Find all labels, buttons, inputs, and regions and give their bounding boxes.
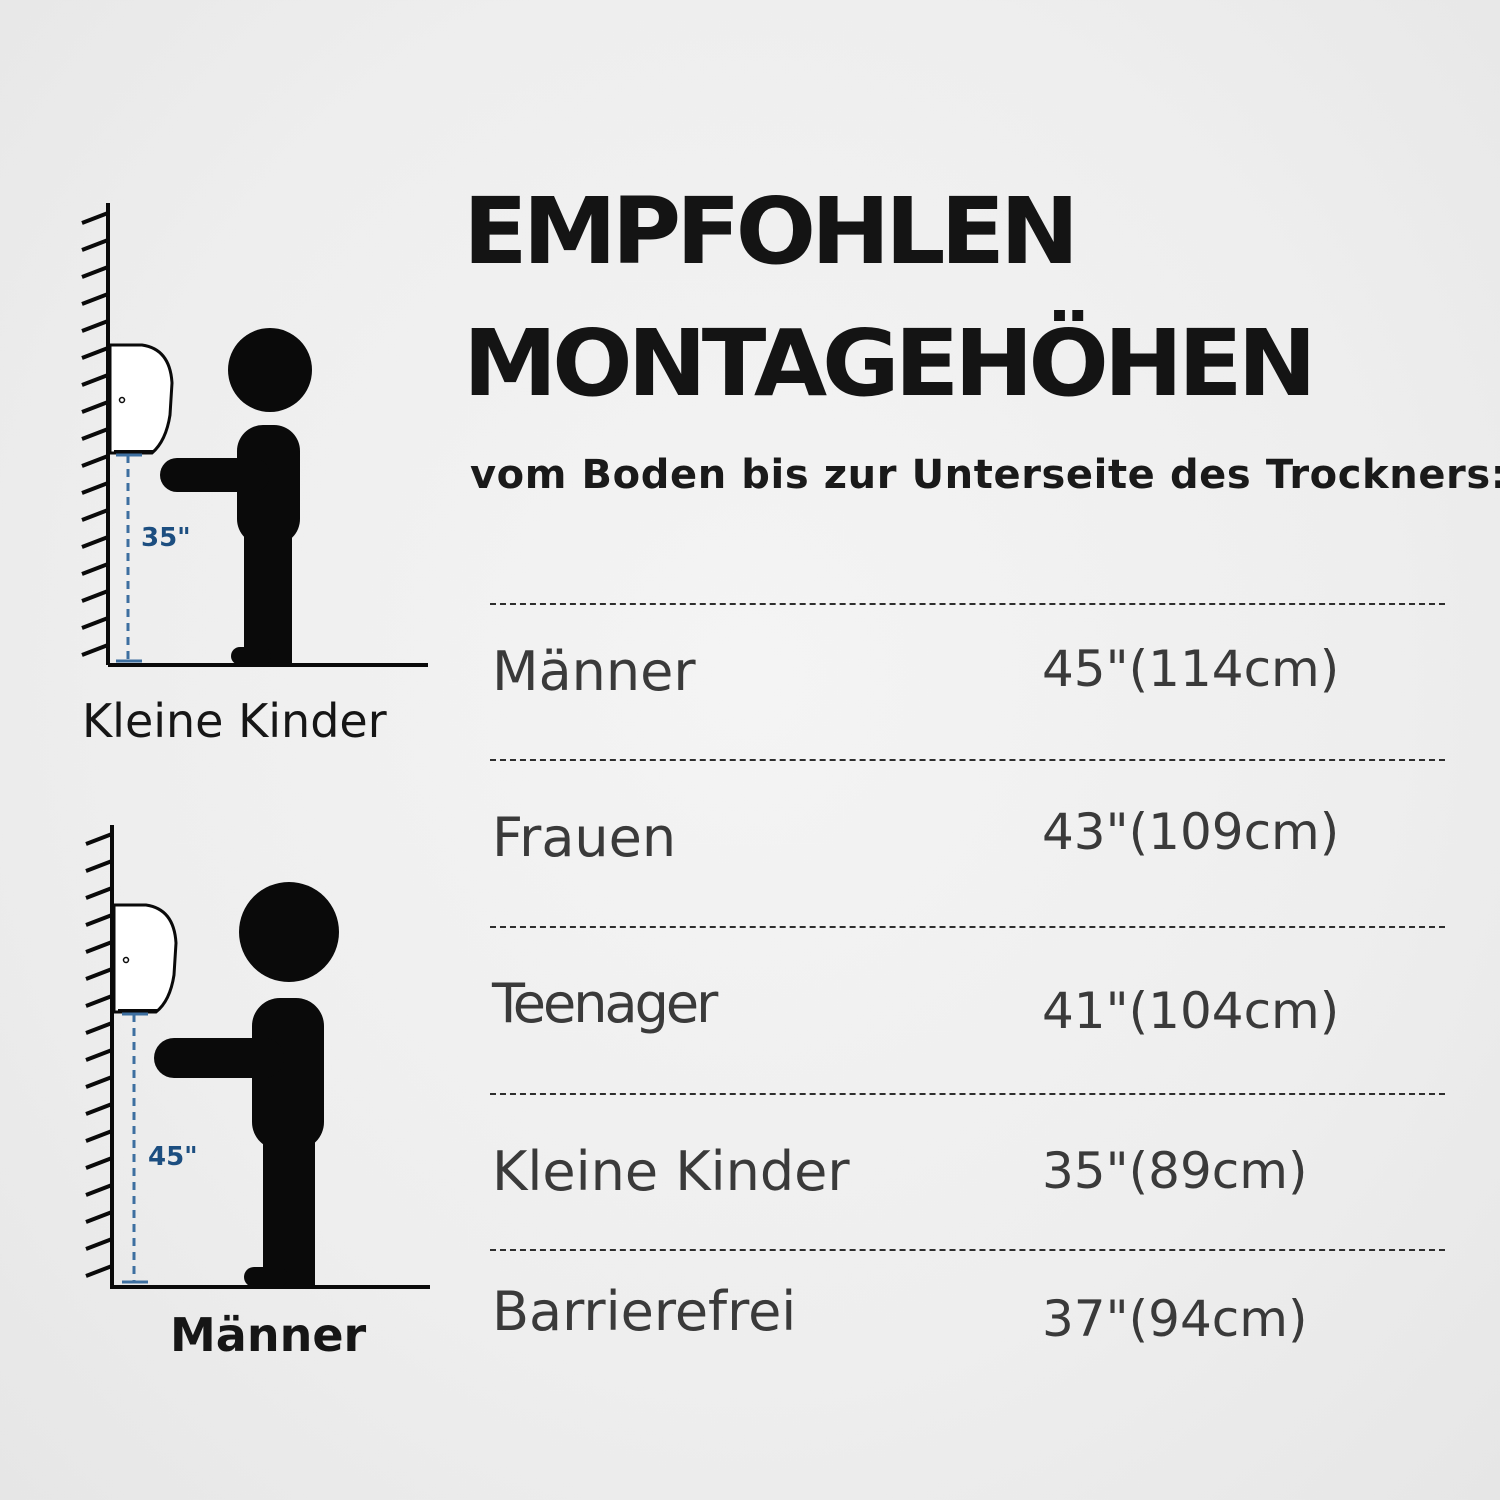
person-silhouette-icon (160, 328, 312, 665)
wall-ruler (81, 203, 428, 667)
hand-dryer-icon (112, 903, 178, 1014)
measure-label: 35" (141, 523, 191, 553)
row-value: 43"(109cm) (1042, 803, 1340, 861)
table-divider (490, 1093, 1445, 1095)
measure-line (116, 453, 142, 663)
subtitle: vom Boden bis zur Unterseite des Trockne… (470, 452, 1500, 498)
measure-line (122, 1012, 148, 1284)
title-line-2: MONTAGEHÖHEN (463, 310, 1317, 417)
row-label: Männer (492, 640, 696, 703)
kids-figure-caption: Kleine Kinder (82, 694, 387, 748)
row-value: 37"(94cm) (1042, 1290, 1308, 1348)
person-silhouette-icon (154, 882, 339, 1287)
kids-height-figure: 35" (81, 203, 428, 667)
hand-dryer-icon (108, 343, 174, 455)
table-divider (490, 603, 1445, 605)
men-height-figure: 45" (85, 825, 430, 1289)
men-figure-caption: Männer (170, 1308, 367, 1362)
wall-ruler (85, 825, 430, 1289)
row-value: 41"(104cm) (1042, 982, 1340, 1040)
table-divider (490, 926, 1445, 928)
title-line-1: EMPFOHLEN (463, 178, 1079, 285)
table-divider (490, 1249, 1445, 1251)
row-value: 45"(114cm) (1042, 640, 1340, 698)
row-value: 35"(89cm) (1042, 1142, 1308, 1200)
table-divider (490, 759, 1445, 761)
row-label: Teenager (492, 972, 718, 1035)
row-label: Barrierefrei (492, 1280, 797, 1343)
row-label: Frauen (492, 806, 677, 869)
measure-label: 45" (148, 1142, 198, 1172)
row-label: Kleine Kinder (492, 1140, 850, 1203)
